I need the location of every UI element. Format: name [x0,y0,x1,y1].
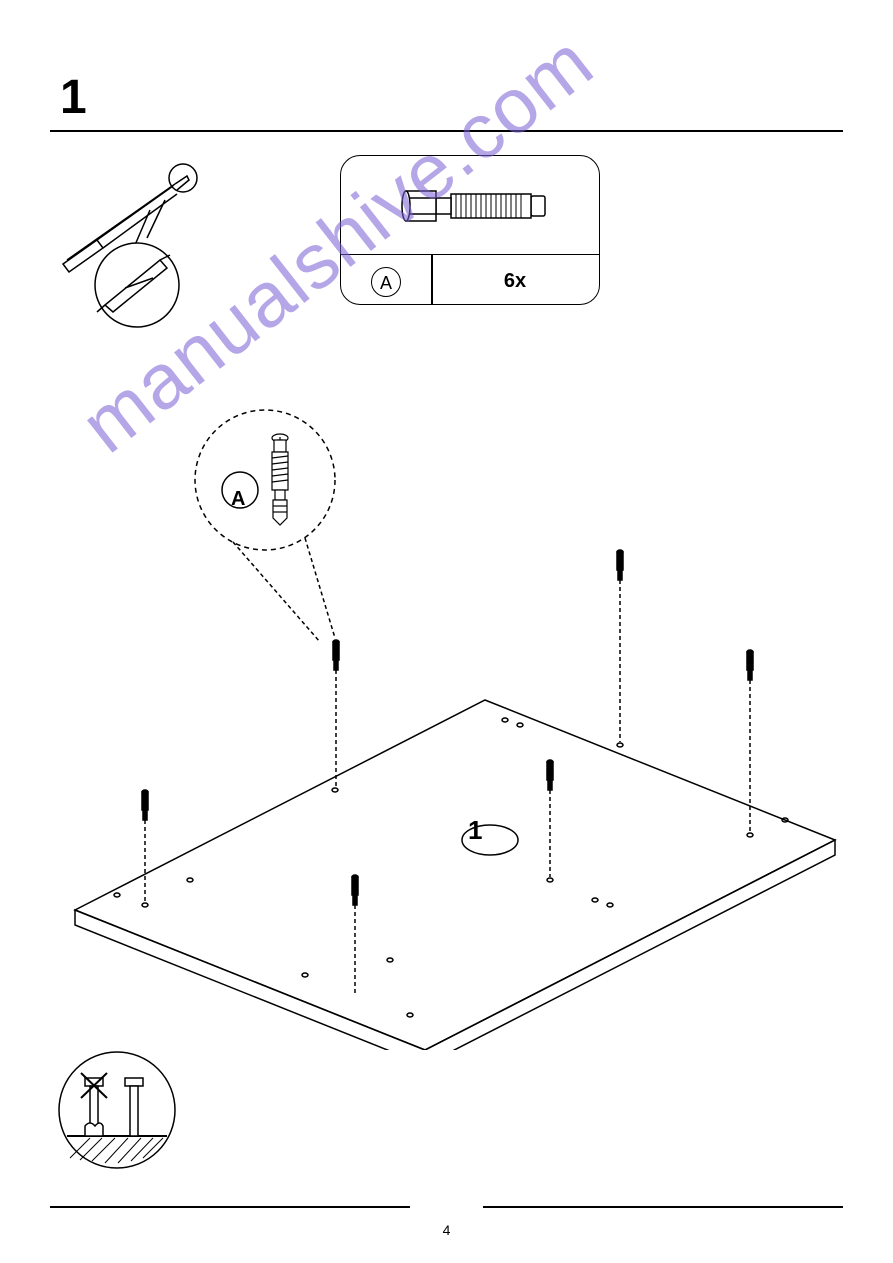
top-divider [50,130,843,132]
detail-label: A [231,488,245,511]
part-quantity-label: 6x [431,270,599,293]
step-number: 1 [60,70,87,125]
parts-table: A 6x [341,254,599,304]
cam-bolt-icon [391,176,561,241]
bottom-divider-left [50,1206,410,1208]
tightening-warning-icon [55,1048,180,1178]
part-code-label: A [371,267,401,297]
panel-label: 1 [468,815,482,846]
parts-callout-box: A 6x [340,155,600,305]
part-code-cell: A [341,267,431,297]
page-number: 4 [443,1222,451,1238]
screwdriver-icon [55,160,225,335]
main-assembly-diagram [55,350,845,1055]
bottom-divider-right [483,1206,843,1208]
page-container: 1 [0,0,893,1263]
